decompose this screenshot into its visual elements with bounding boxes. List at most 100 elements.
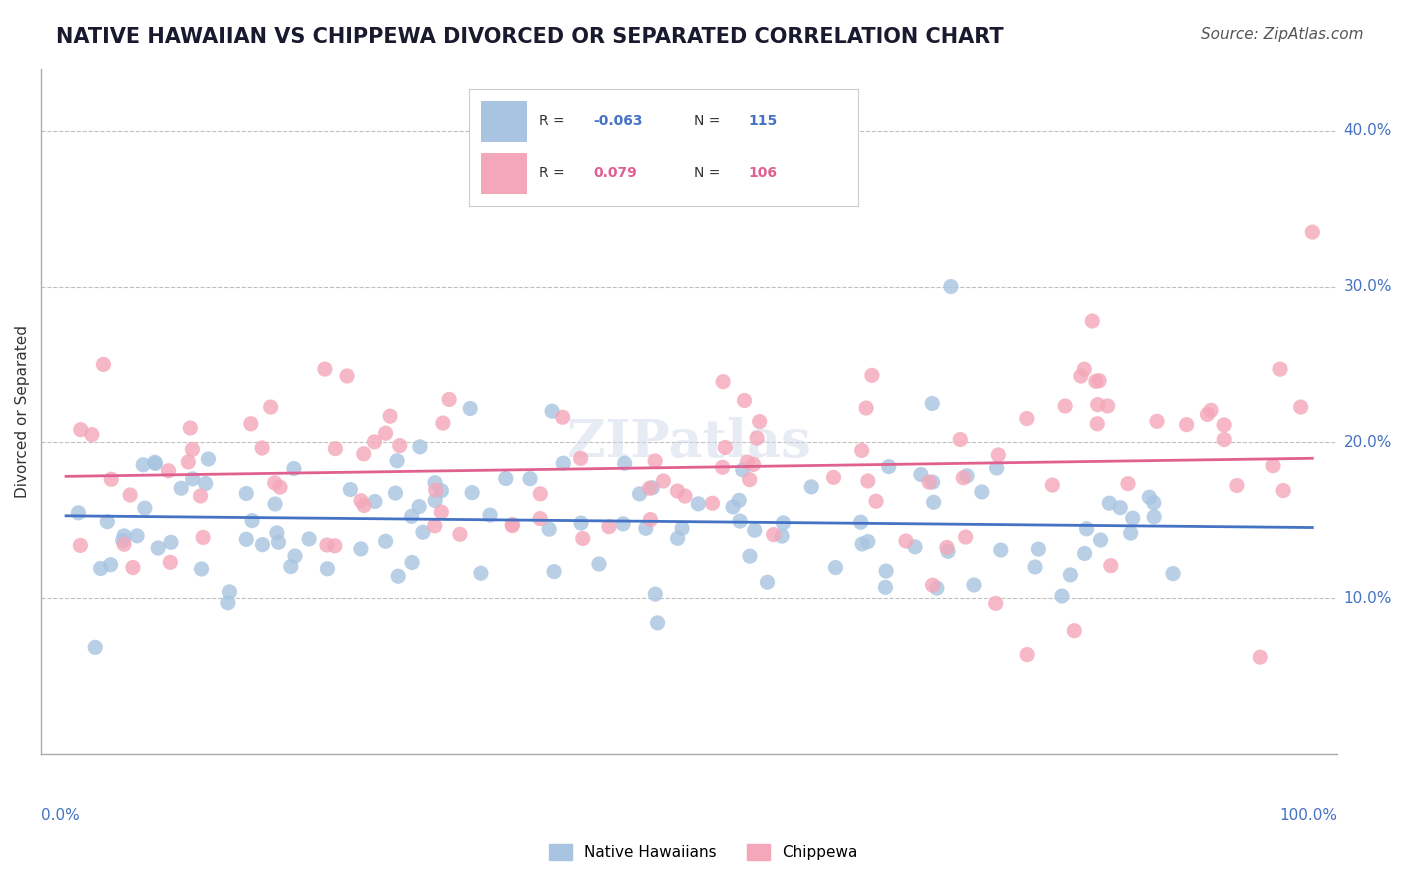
Point bbox=[314, 362, 336, 376]
Point bbox=[849, 515, 872, 529]
Point bbox=[280, 559, 302, 574]
Point bbox=[235, 486, 257, 500]
Point bbox=[250, 441, 273, 455]
Point bbox=[1161, 566, 1184, 581]
Point bbox=[1137, 490, 1160, 504]
Y-axis label: Divorced or Separated: Divorced or Separated bbox=[15, 325, 30, 498]
Point bbox=[240, 514, 263, 528]
Point bbox=[671, 521, 693, 535]
Point bbox=[644, 454, 666, 468]
Point bbox=[264, 497, 287, 511]
Point bbox=[132, 458, 155, 472]
Point bbox=[855, 401, 877, 415]
Point bbox=[1040, 478, 1063, 492]
Point bbox=[925, 581, 948, 595]
Point bbox=[84, 640, 107, 655]
Point bbox=[470, 566, 492, 581]
Point bbox=[541, 404, 564, 418]
Point bbox=[461, 485, 484, 500]
Point bbox=[1122, 511, 1144, 525]
Point bbox=[283, 461, 305, 475]
Point bbox=[112, 537, 135, 551]
Point bbox=[191, 530, 214, 544]
Point bbox=[1015, 411, 1038, 425]
Point bbox=[316, 538, 339, 552]
Point bbox=[323, 539, 346, 553]
Point bbox=[1146, 414, 1168, 428]
Point bbox=[316, 562, 339, 576]
Text: NATIVE HAWAIIAN VS CHIPPEWA DIVORCED OR SEPARATED CORRELATION CHART: NATIVE HAWAIIAN VS CHIPPEWA DIVORCED OR … bbox=[56, 27, 1004, 46]
Point bbox=[364, 494, 387, 508]
Point bbox=[1099, 558, 1122, 573]
Point bbox=[1050, 589, 1073, 603]
Point bbox=[551, 410, 574, 425]
Point bbox=[956, 468, 979, 483]
Point bbox=[374, 534, 396, 549]
Point bbox=[714, 441, 737, 455]
Point bbox=[628, 487, 651, 501]
Point bbox=[877, 459, 900, 474]
Point bbox=[80, 427, 103, 442]
Point bbox=[432, 416, 454, 430]
Point bbox=[1017, 648, 1039, 662]
Point bbox=[298, 532, 321, 546]
Point bbox=[1272, 483, 1295, 498]
Point bbox=[239, 417, 262, 431]
Point bbox=[437, 392, 460, 407]
Point bbox=[1024, 560, 1046, 574]
Point bbox=[336, 368, 359, 383]
Point bbox=[644, 587, 666, 601]
Point bbox=[190, 562, 212, 576]
Point bbox=[112, 529, 135, 543]
Point bbox=[569, 516, 592, 530]
Point bbox=[120, 488, 142, 502]
Point bbox=[702, 496, 724, 510]
Point bbox=[543, 565, 565, 579]
Point bbox=[955, 530, 977, 544]
Point bbox=[1084, 374, 1107, 388]
Point bbox=[385, 454, 408, 468]
Point bbox=[638, 481, 661, 495]
Point bbox=[1143, 496, 1166, 510]
Point bbox=[742, 458, 765, 472]
Point bbox=[970, 484, 993, 499]
Text: ZIPatlas: ZIPatlas bbox=[567, 417, 811, 467]
Point bbox=[181, 442, 204, 457]
Point bbox=[949, 433, 972, 447]
Point bbox=[190, 489, 212, 503]
Point bbox=[800, 480, 823, 494]
Text: 0.0%: 0.0% bbox=[41, 808, 80, 823]
Point bbox=[666, 532, 689, 546]
Point bbox=[146, 541, 169, 555]
Point bbox=[1059, 568, 1081, 582]
Point bbox=[160, 535, 183, 549]
Point bbox=[910, 467, 932, 482]
Point bbox=[963, 578, 986, 592]
Point bbox=[856, 534, 879, 549]
Point bbox=[538, 522, 561, 536]
Text: 40.0%: 40.0% bbox=[1344, 123, 1392, 138]
Point bbox=[519, 472, 541, 486]
Point bbox=[409, 440, 432, 454]
Point bbox=[501, 518, 523, 533]
Point bbox=[181, 472, 204, 486]
Point bbox=[1073, 362, 1095, 376]
Point bbox=[613, 456, 636, 470]
Point bbox=[495, 471, 517, 485]
Point bbox=[921, 475, 943, 489]
Point bbox=[353, 447, 375, 461]
Point bbox=[252, 538, 274, 552]
Point bbox=[762, 527, 785, 541]
Point bbox=[284, 549, 307, 563]
Text: 20.0%: 20.0% bbox=[1344, 434, 1392, 450]
Point bbox=[67, 506, 90, 520]
Point bbox=[350, 541, 373, 556]
Point bbox=[652, 474, 675, 488]
Point bbox=[640, 512, 662, 526]
Point bbox=[408, 500, 430, 514]
Point bbox=[1109, 500, 1132, 515]
Point bbox=[1175, 417, 1198, 432]
Point bbox=[449, 527, 471, 541]
Point bbox=[529, 487, 551, 501]
Point bbox=[529, 511, 551, 525]
